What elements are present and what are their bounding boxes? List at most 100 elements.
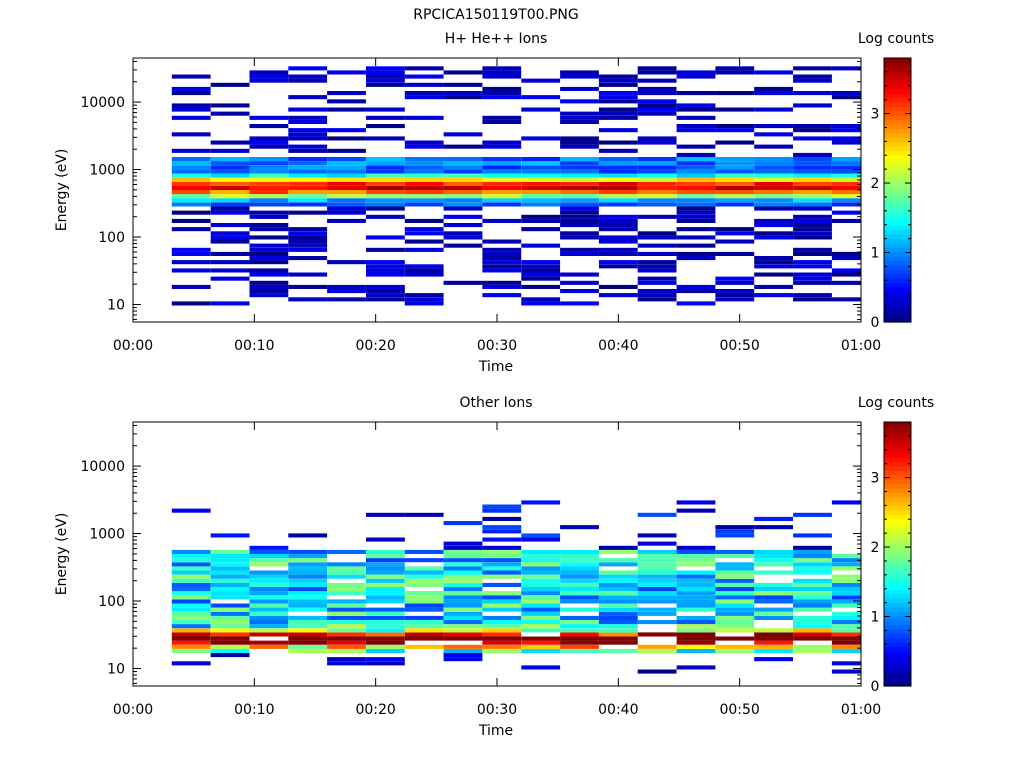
- heatmap-cell: [560, 70, 599, 75]
- heatmap-cell: [443, 223, 483, 228]
- heatmap-cell: [754, 562, 793, 567]
- heatmap-cell: [327, 173, 366, 178]
- heatmap-cell: [443, 620, 483, 625]
- heatmap-cell: [210, 239, 250, 244]
- heatmap-cell: [171, 91, 211, 96]
- heatmap-cell: [249, 256, 289, 261]
- heatmap-cell: [249, 624, 289, 629]
- heatmap-cell: [793, 66, 832, 71]
- heatmap-cell: [793, 173, 832, 178]
- colorbar-segment: [884, 264, 911, 270]
- heatmap-cell: [249, 611, 289, 616]
- heatmap-cell: [482, 144, 522, 149]
- heatmap-cell: [793, 91, 832, 96]
- heatmap-cell: [288, 297, 328, 302]
- heatmap-cell: [598, 603, 638, 608]
- heatmap-cell: [831, 644, 861, 649]
- heatmap-cell: [404, 144, 444, 149]
- heatmap-cell: [831, 500, 861, 505]
- y-axis-label: Energy (eV): [54, 149, 70, 232]
- heatmap-cell: [210, 603, 250, 608]
- heatmap-cell: [676, 574, 716, 579]
- heatmap-cell: [637, 70, 677, 75]
- heatmap-cell: [327, 611, 366, 616]
- heatmap-cell: [210, 628, 250, 633]
- heatmap-cell: [171, 181, 211, 186]
- heatmap-cell: [171, 640, 211, 645]
- heatmap-cell: [754, 516, 793, 521]
- heatmap-cell: [754, 558, 793, 563]
- heatmap-cell: [793, 247, 832, 252]
- heatmap-cell: [288, 157, 328, 162]
- heatmap-cell: [249, 202, 289, 207]
- heatmap-cell: [793, 570, 832, 575]
- heatmap-cell: [793, 157, 832, 162]
- heatmap-cell: [521, 297, 561, 302]
- heatmap-cell: [443, 231, 483, 236]
- heatmap-cell: [637, 161, 677, 166]
- heatmap-cell: [404, 202, 444, 207]
- colorbar-segment: [884, 461, 911, 467]
- heatmap-cell: [637, 566, 677, 571]
- heatmap-cell: [637, 669, 677, 674]
- heatmap-cell: [676, 202, 716, 207]
- heatmap-cell: [560, 280, 599, 285]
- heatmap-cell: [754, 256, 793, 261]
- heatmap-cell: [482, 280, 522, 285]
- heatmap-cell: [754, 161, 793, 166]
- heatmap-cell: [598, 148, 638, 153]
- heatmap-cell: [754, 206, 793, 211]
- colorbar-segment: [884, 225, 911, 231]
- heatmap-cell: [637, 582, 677, 587]
- heatmap-cell: [637, 289, 677, 294]
- panel-h-he-ions: H+ He++ Ions 00:00 00:10 00:20 00:30 00:40 00…: [54, 31, 934, 375]
- heatmap-cell: [443, 173, 483, 178]
- heatmap-cell: [482, 607, 522, 612]
- heatmap-cell: [249, 74, 289, 79]
- heatmap-cell: [366, 198, 405, 203]
- heatmap-cell: [171, 198, 211, 203]
- heatmap-cell: [210, 235, 250, 240]
- heatmap-cell: [521, 578, 561, 583]
- colorbar-segment: [884, 203, 911, 209]
- heatmap-cell: [288, 194, 328, 199]
- heatmap-cell: [366, 202, 405, 207]
- heatmap-cells: [171, 66, 861, 306]
- heatmap-cell: [288, 169, 328, 174]
- heatmap-cell: [171, 165, 211, 170]
- colorbar-segment: [884, 540, 911, 546]
- heatmap-cell: [793, 272, 832, 277]
- heatmap-cell: [404, 272, 444, 277]
- heatmap-cell: [249, 243, 289, 248]
- heatmap-cell: [676, 210, 716, 215]
- colorbar-segment: [884, 598, 911, 603]
- colorbar-segment: [884, 545, 911, 551]
- heatmap-cell: [676, 227, 716, 232]
- heatmap-cell: [210, 202, 250, 207]
- x-tick-label: 01:00: [841, 702, 881, 718]
- colorbar-tick-label: 0: [871, 315, 880, 331]
- x-tick-label: 00:20: [355, 702, 395, 718]
- colorbar-segment: [884, 75, 911, 81]
- heatmap-cell: [366, 607, 405, 612]
- heatmap-cell: [831, 595, 861, 600]
- heatmap-cell: [637, 648, 677, 653]
- heatmap-cell: [560, 157, 599, 162]
- heatmap-cell: [366, 264, 405, 269]
- colorbar-segment: [884, 115, 911, 121]
- heatmap-cell: [637, 293, 677, 298]
- heatmap-cell: [793, 582, 832, 587]
- heatmap-cell: [288, 181, 328, 186]
- heatmap-cell: [637, 512, 677, 517]
- heatmap-cell: [288, 78, 328, 83]
- heatmap-cell: [715, 595, 755, 600]
- heatmap-cell: [793, 206, 832, 211]
- heatmap-cell: [404, 198, 444, 203]
- heatmap-cell: [249, 235, 289, 240]
- heatmap-cell: [210, 111, 250, 116]
- heatmap-cell: [676, 554, 716, 559]
- heatmap-cell: [366, 260, 405, 265]
- heatmap-cell: [560, 190, 599, 195]
- heatmap-cell: [327, 661, 366, 666]
- heatmap-cell: [560, 165, 599, 170]
